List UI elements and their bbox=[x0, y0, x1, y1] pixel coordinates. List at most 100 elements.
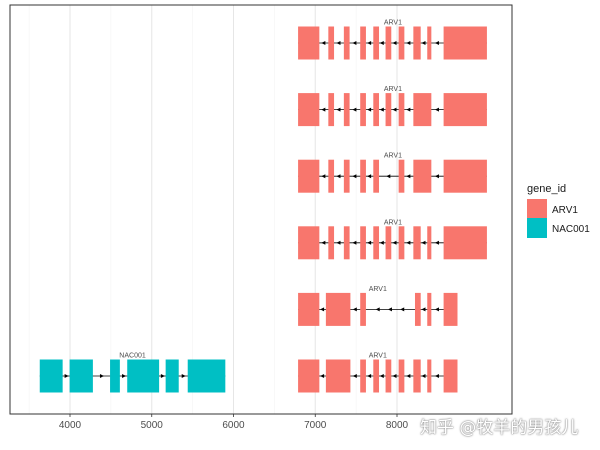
exon-box bbox=[443, 359, 458, 393]
legend-label-nac001: NAC001 bbox=[552, 224, 590, 235]
strand-arrow bbox=[320, 374, 325, 378]
exon-box bbox=[398, 159, 405, 193]
exon-box bbox=[413, 159, 432, 193]
exon-box bbox=[443, 292, 458, 326]
exon-box bbox=[360, 159, 366, 193]
exon-box bbox=[360, 93, 366, 127]
exon-box bbox=[427, 26, 432, 60]
strand-arrow bbox=[352, 374, 357, 378]
transcript-label: ARV1 bbox=[369, 286, 387, 293]
strand-arrow bbox=[352, 107, 357, 112]
exon-box bbox=[343, 26, 350, 60]
exon-box bbox=[127, 359, 160, 393]
exon-box bbox=[443, 93, 487, 127]
strand-arrow bbox=[321, 174, 326, 179]
x-tick-label: 5000 bbox=[141, 420, 164, 431]
strand-arrow bbox=[434, 307, 439, 312]
exon-box bbox=[328, 159, 335, 193]
strand-arrow bbox=[181, 374, 186, 378]
legend-key-arv1 bbox=[527, 199, 547, 219]
strand-arrow bbox=[367, 107, 372, 112]
strand-arrow bbox=[392, 240, 397, 245]
strand-arrow bbox=[64, 374, 69, 378]
strand-arrow bbox=[352, 307, 357, 312]
exon-box bbox=[385, 93, 392, 127]
transcript-label: ARV1 bbox=[384, 219, 402, 226]
strand-arrow bbox=[434, 374, 439, 378]
strand-arrow bbox=[406, 41, 411, 45]
strand-arrow bbox=[379, 240, 384, 245]
exon-box bbox=[373, 226, 380, 260]
strand-arrow bbox=[321, 240, 326, 245]
strand-arrow bbox=[336, 240, 341, 245]
strand-arrow bbox=[406, 240, 411, 245]
strand-arrow bbox=[320, 307, 325, 312]
strand-arrow bbox=[122, 374, 127, 378]
strand-arrow bbox=[406, 374, 411, 378]
exon-box bbox=[373, 359, 380, 393]
watermark-text: 知乎 @牧羊的男孩儿 bbox=[420, 418, 579, 438]
exon-box bbox=[343, 226, 350, 260]
strand-arrow bbox=[379, 374, 384, 378]
transcript-label: ARV1 bbox=[369, 353, 387, 360]
exon-box bbox=[427, 226, 432, 260]
exon-box bbox=[325, 359, 351, 393]
exon-box bbox=[328, 26, 335, 60]
transcript-arv1-row-5 bbox=[298, 292, 458, 326]
strand-arrow bbox=[336, 41, 341, 45]
strand-arrow bbox=[367, 41, 372, 45]
exon-box bbox=[298, 93, 320, 127]
strand-arrow bbox=[352, 174, 357, 179]
panel-border bbox=[9, 4, 513, 415]
exon-box bbox=[325, 292, 351, 326]
strand-arrow bbox=[406, 107, 411, 112]
strand-arrow bbox=[392, 374, 397, 378]
legend: gene_id ARV1 NAC001 bbox=[527, 183, 590, 238]
x-tick-label: 7000 bbox=[304, 420, 327, 431]
strand-arrow bbox=[379, 107, 384, 112]
exon-box bbox=[328, 93, 335, 127]
exon-box bbox=[413, 359, 421, 393]
exon-box bbox=[373, 26, 380, 60]
exon-box bbox=[427, 292, 432, 326]
strand-arrow bbox=[421, 374, 426, 378]
strand-arrow bbox=[367, 174, 372, 179]
strand-arrow bbox=[421, 41, 426, 45]
exon-box bbox=[385, 26, 392, 60]
exon-box bbox=[385, 226, 392, 260]
exon-box bbox=[427, 359, 432, 393]
exon-box bbox=[398, 226, 405, 260]
transcript-label: ARV1 bbox=[384, 20, 402, 27]
strand-arrow bbox=[434, 107, 439, 112]
exon-box bbox=[414, 292, 421, 326]
exon-box bbox=[298, 26, 320, 60]
exon-box bbox=[187, 359, 226, 393]
exon-box bbox=[413, 226, 421, 260]
strand-arrow bbox=[387, 307, 392, 312]
exon-box bbox=[110, 359, 120, 393]
strand-arrow bbox=[400, 307, 405, 312]
exon-box bbox=[413, 93, 432, 127]
transcript-arv1-row-6 bbox=[298, 359, 458, 393]
exon-box bbox=[385, 359, 392, 393]
exon-box bbox=[298, 226, 320, 260]
x-tick-label: 8000 bbox=[386, 420, 409, 431]
transcript-arv1-row-4 bbox=[298, 226, 487, 260]
exon-box bbox=[443, 26, 487, 60]
transcript-marks: ARV1 ARV1 ARV1 ARV1 ARV1 ARV1 NAC001 bbox=[39, 20, 487, 393]
strand-arrow bbox=[379, 41, 384, 45]
strand-arrow bbox=[367, 374, 372, 378]
exon-box bbox=[69, 359, 93, 393]
transcript-label: ARV1 bbox=[384, 86, 402, 93]
strand-arrow bbox=[160, 374, 165, 378]
strand-arrow bbox=[336, 107, 341, 112]
strand-arrow bbox=[434, 41, 439, 45]
strand-arrow bbox=[367, 240, 372, 245]
strand-arrow bbox=[406, 174, 411, 179]
strand-arrow bbox=[99, 374, 104, 378]
exon-box bbox=[39, 359, 63, 393]
x-tick-label: 4000 bbox=[59, 420, 82, 431]
strand-arrow bbox=[434, 240, 439, 245]
exon-box bbox=[398, 93, 405, 127]
